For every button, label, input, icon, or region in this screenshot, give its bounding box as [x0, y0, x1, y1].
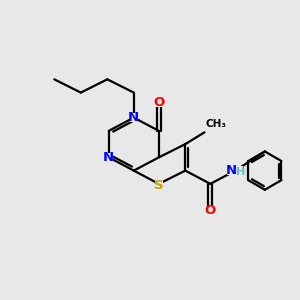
Bar [206, 206, 214, 214]
Text: N: N [225, 164, 236, 177]
Bar [105, 153, 113, 161]
Bar [130, 113, 138, 122]
Text: O: O [205, 204, 216, 217]
Text: N: N [103, 151, 114, 164]
Text: CH₃: CH₃ [206, 119, 227, 129]
Bar [155, 99, 163, 107]
Bar [227, 167, 244, 175]
Text: H: H [236, 167, 245, 177]
Text: O: O [153, 96, 164, 110]
Bar [155, 181, 163, 190]
Text: S: S [154, 179, 164, 192]
Text: N: N [128, 111, 140, 124]
